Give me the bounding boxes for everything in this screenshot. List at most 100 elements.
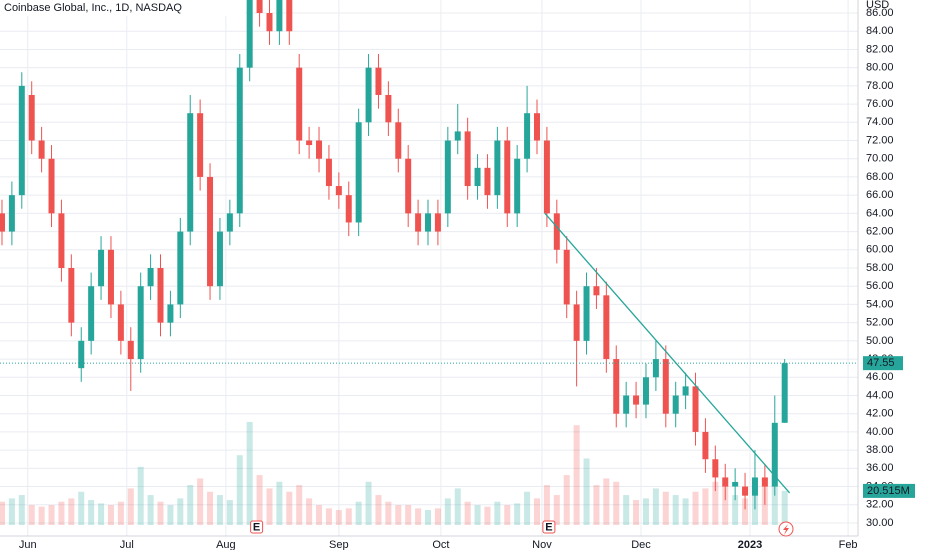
trendline <box>544 212 791 494</box>
candle-body <box>266 13 273 32</box>
y-tick-label: 32.00 <box>866 499 894 511</box>
candle-body <box>207 176 214 287</box>
volume-bar <box>68 498 75 525</box>
volume-panel <box>0 421 788 525</box>
candle-body <box>563 249 570 305</box>
candle-body <box>385 94 392 123</box>
candle-body <box>345 195 352 223</box>
volume-bar <box>28 505 35 525</box>
volume-bar <box>623 495 630 525</box>
y-tick-label: 82.00 <box>866 43 894 55</box>
earnings-marker <box>250 520 264 534</box>
candle-body <box>623 395 630 414</box>
y-tick-label: 76.00 <box>866 98 894 110</box>
volume-bar <box>246 421 253 525</box>
last-price-label: 47.55 <box>867 357 895 369</box>
y-tick-label: 74.00 <box>866 116 894 128</box>
replay-icon[interactable] <box>778 521 794 537</box>
earnings-marker <box>542 520 556 534</box>
candle-body <box>395 122 402 159</box>
volume-bar <box>543 485 550 525</box>
volume-bar <box>276 481 283 525</box>
volume-bar <box>137 466 144 525</box>
candle-body <box>514 158 521 214</box>
candle-body <box>256 0 263 14</box>
y-tick-label: 54.00 <box>866 298 894 310</box>
volume-bar <box>167 505 174 525</box>
lightning-glyph <box>783 524 789 535</box>
volume-bar <box>464 501 471 525</box>
volume-bar <box>583 458 590 525</box>
candle-body <box>68 268 75 323</box>
volume-bar <box>306 498 313 525</box>
volume-bar <box>702 488 709 525</box>
y-tick-label: 44.00 <box>866 389 894 401</box>
volume-bar <box>365 481 372 525</box>
candle-body <box>375 67 382 95</box>
candle-body <box>573 304 580 341</box>
volume-bar <box>157 501 164 525</box>
volume-bar <box>444 498 451 525</box>
y-tick-label: 42.00 <box>866 408 894 420</box>
candle-body <box>662 359 669 414</box>
candle-body <box>484 167 491 196</box>
y-tick-label: 38.00 <box>866 444 894 456</box>
volume-bar <box>8 498 15 525</box>
candle-body <box>246 0 253 68</box>
candle-body <box>18 85 25 196</box>
candle-body <box>533 113 540 141</box>
candle-body <box>58 213 65 268</box>
x-tick-label: Nov <box>532 539 552 550</box>
candle-body <box>107 249 114 305</box>
candle-body <box>316 140 323 159</box>
volume-bar <box>325 508 332 525</box>
candle-body <box>226 213 233 232</box>
candle-body <box>722 477 729 487</box>
volume-bar <box>553 495 560 525</box>
y-tick-label: 40.00 <box>866 426 894 438</box>
volume-bar <box>375 495 382 525</box>
candle-body <box>355 122 362 223</box>
volume-bar <box>207 491 214 525</box>
volume-bar <box>662 491 669 525</box>
axes: 30.0032.0034.0036.0038.0040.0042.0044.00… <box>19 7 915 550</box>
y-tick-label: 60.00 <box>866 244 894 256</box>
candle-body <box>583 286 590 341</box>
candle-body <box>0 213 5 232</box>
last-volume-label: 20.515M <box>867 485 910 497</box>
candle-body <box>553 213 560 250</box>
candle-body <box>781 363 788 423</box>
candle-body <box>742 486 749 496</box>
candle-body <box>365 67 372 123</box>
y-tick-label: 50.00 <box>866 335 894 347</box>
candle-body <box>147 268 154 287</box>
volume-bar <box>78 491 85 525</box>
grid <box>0 0 858 536</box>
volume-bar <box>345 508 352 525</box>
volume-bar <box>652 488 659 525</box>
candle-body <box>633 395 640 405</box>
volume-bar <box>385 501 392 525</box>
volume-bar <box>593 485 600 525</box>
volume-bar <box>197 478 204 525</box>
candle-body <box>672 395 679 414</box>
candle-body <box>98 249 105 287</box>
volume-bar <box>633 500 640 525</box>
candle-body <box>464 131 471 187</box>
candle-body <box>692 386 699 432</box>
y-tick-label: 58.00 <box>866 262 894 274</box>
volume-bar <box>0 501 5 525</box>
candle-body <box>8 195 15 232</box>
volume-bar <box>603 478 610 525</box>
candle-body <box>771 422 778 487</box>
candle-body <box>335 186 342 196</box>
volume-bar <box>484 506 491 525</box>
volume-bar <box>147 495 154 525</box>
x-tick-label: Sep <box>329 539 349 550</box>
volume-bar <box>722 485 729 525</box>
y-tick-label: 36.00 <box>866 462 894 474</box>
y-tick-label: 66.00 <box>866 189 894 201</box>
candle-body <box>543 140 550 214</box>
candle-body <box>603 295 610 360</box>
